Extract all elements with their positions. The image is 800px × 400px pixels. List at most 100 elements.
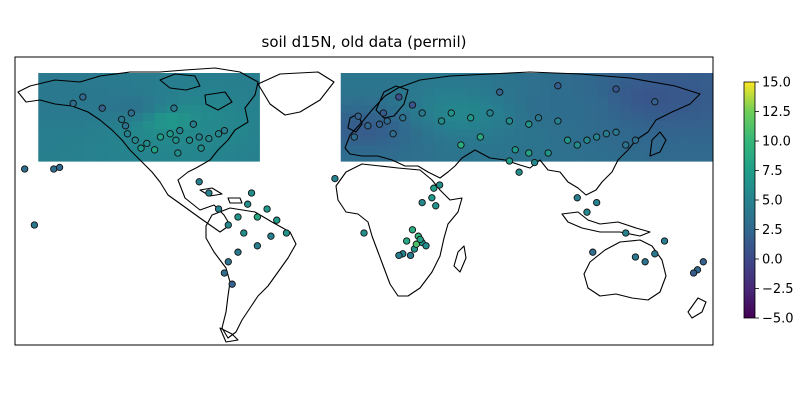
field-cell	[643, 129, 656, 138]
field-cell	[84, 81, 98, 90]
field-cell	[631, 105, 644, 114]
sample-site-marker	[253, 242, 262, 250]
sample-site-marker	[375, 120, 384, 128]
field-cell	[585, 153, 598, 162]
field-cell	[236, 137, 249, 146]
sample-site-marker	[544, 149, 552, 157]
field-cell	[678, 121, 691, 130]
sample-site-marker	[651, 98, 659, 106]
field-cell	[480, 89, 493, 98]
field-cell	[177, 121, 191, 130]
field-cell	[643, 137, 656, 146]
field-cell	[364, 129, 377, 138]
field-cell	[96, 137, 109, 146]
field-cell	[166, 113, 179, 122]
field-cell	[387, 73, 400, 82]
field-cell	[142, 129, 156, 138]
sample-site-marker	[583, 136, 591, 144]
field-cell	[410, 129, 423, 138]
field-cell	[491, 73, 505, 82]
field-cell	[247, 153, 260, 162]
field-cell	[224, 137, 237, 146]
arctic-islands-outline	[159, 73, 233, 111]
field-cell	[550, 89, 563, 98]
field-cell	[166, 121, 179, 130]
field-cell	[247, 89, 260, 98]
field-cell	[608, 81, 621, 90]
field-cell	[666, 73, 679, 82]
field-cell	[631, 97, 644, 106]
sample-site-marker	[631, 136, 640, 144]
field-cell	[654, 81, 668, 90]
field-cell	[585, 137, 598, 146]
field-cell	[503, 105, 516, 114]
field-cell	[352, 145, 365, 154]
field-cell	[585, 121, 598, 130]
field-cell	[561, 81, 574, 90]
field-cell	[468, 121, 481, 130]
sample-site-marker	[435, 181, 444, 189]
field-cell	[73, 73, 86, 82]
south-america-outline	[205, 207, 297, 339]
field-cell	[38, 137, 51, 146]
field-cell	[398, 153, 412, 162]
sample-site-marker	[282, 229, 291, 237]
sample-site-marker	[205, 134, 213, 143]
field-cell	[119, 145, 132, 154]
field-cell	[131, 121, 144, 130]
sample-site-marker	[389, 130, 397, 138]
field-cell	[689, 73, 702, 82]
field-cell	[550, 129, 563, 138]
field-cell	[654, 121, 668, 130]
field-cell	[96, 129, 109, 138]
field-cell	[585, 97, 598, 106]
field-cell	[119, 153, 132, 162]
field-cell	[61, 73, 74, 82]
field-cell	[375, 97, 388, 106]
field-cell	[189, 145, 202, 154]
field-cell	[573, 153, 586, 162]
sample-site-marker	[430, 184, 438, 192]
north-america-outline	[17, 67, 259, 233]
field-cell	[38, 113, 51, 122]
field-cell	[445, 145, 458, 154]
field-cell	[585, 73, 598, 82]
sample-site-marker	[612, 128, 620, 136]
sample-site-marker	[589, 248, 597, 256]
field-cell	[340, 105, 353, 114]
scandinavia-outline	[375, 85, 409, 119]
field-cell	[119, 73, 132, 82]
field-cell	[84, 113, 98, 122]
sample-site-marker	[602, 130, 611, 138]
field-cell	[678, 129, 691, 138]
field-cell	[142, 153, 156, 162]
field-cell	[631, 121, 644, 130]
field-cell	[166, 73, 179, 82]
field-cell	[201, 81, 214, 90]
field-cell	[457, 73, 470, 82]
field-cell	[678, 145, 691, 154]
field-cell	[387, 145, 400, 154]
field-cell	[666, 105, 679, 114]
field-cell	[61, 89, 74, 98]
field-cell	[515, 137, 528, 146]
field-cell	[701, 113, 713, 122]
field-cell	[422, 145, 435, 154]
field-cell	[666, 137, 679, 146]
field-cell	[619, 153, 633, 162]
sample-site-marker	[573, 141, 581, 149]
field-cell	[387, 153, 400, 162]
field-cell	[189, 89, 202, 98]
field-cell	[84, 97, 98, 106]
field-cell	[678, 97, 691, 106]
field-cell	[608, 89, 621, 98]
field-cell	[538, 129, 551, 138]
field-cell	[166, 97, 179, 106]
field-cell	[131, 89, 144, 98]
field-cell	[643, 81, 656, 90]
sample-site-marker	[486, 109, 494, 117]
field-cell	[538, 89, 551, 98]
field-cell	[596, 113, 609, 122]
field-cell	[38, 145, 51, 154]
sample-site-marker	[534, 114, 543, 122]
